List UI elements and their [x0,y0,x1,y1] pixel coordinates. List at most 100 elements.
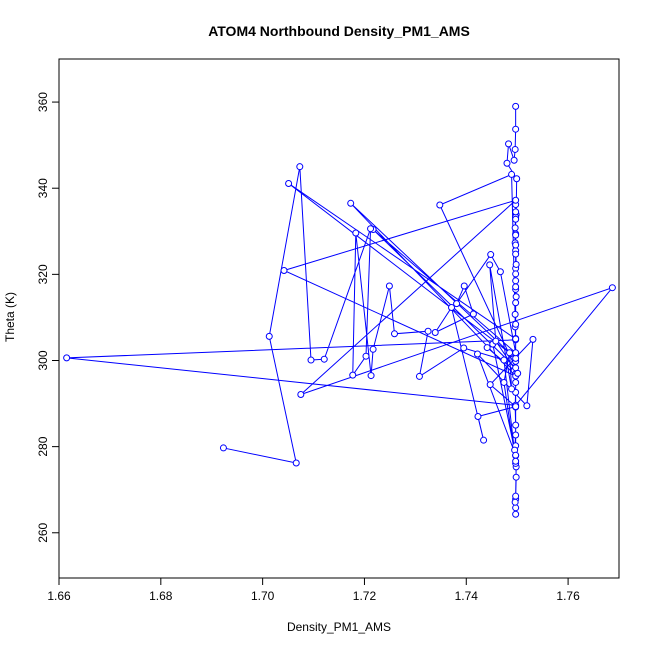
x-tick-label: 1.68 [149,589,173,603]
x-axis-label: Density_PM1_AMS [287,620,391,634]
data-point [460,344,468,352]
data-point [512,510,520,518]
data-point [415,372,423,380]
x-tick-label: 1.76 [556,589,580,603]
data-point [367,225,375,233]
data-point [492,337,500,345]
data-point [511,310,519,318]
data-point [486,381,494,389]
data-series [63,102,616,518]
data-point [500,356,508,364]
y-tick-label: 280 [36,436,50,456]
y-axis-label: Theta (K) [3,292,17,342]
data-point [285,179,293,187]
data-point [512,270,520,278]
data-point [512,335,520,343]
x-axis: 1.66 1.68 1.70 1.72 1.74 1.76 [47,577,580,603]
data-point [483,344,491,352]
y-tick-label: 360 [36,92,50,112]
x-tick-label: 1.72 [353,589,377,603]
data-point [424,327,432,335]
data-point [473,350,481,358]
data-point [320,355,328,363]
data-point [512,349,520,357]
x-tick-label: 1.66 [47,589,71,603]
data-point [296,163,304,171]
data-point [512,299,520,307]
data-point [219,444,227,452]
y-tick-label: 300 [36,350,50,370]
data-point [362,352,370,360]
data-point [512,196,520,204]
y-tick-label: 260 [36,522,50,542]
data-point [480,436,488,444]
data-point [385,282,393,290]
data-point [431,329,439,336]
data-point [369,345,377,353]
y-tick-label: 340 [36,178,50,198]
data-point [512,125,520,133]
data-point [474,412,482,420]
data-point [512,421,520,429]
data-point [63,354,71,362]
data-point [511,145,519,153]
data-point [512,215,520,223]
data-point [510,156,518,164]
data-point [511,498,519,506]
data-point [349,371,357,379]
data-point [352,229,360,237]
data-point [367,372,375,380]
data-point [512,451,520,459]
data-point [453,300,461,308]
data-point [512,208,520,216]
data-point [460,282,468,290]
data-point [436,201,444,209]
data-point [529,335,537,343]
data-point [500,378,508,386]
y-axis: 260 280 300 320 340 360 [36,92,60,543]
data-point [307,356,315,364]
data-point [512,492,520,500]
data-point [512,431,520,439]
data-point [512,277,520,285]
x-tick-label: 1.74 [455,589,479,603]
data-point [512,231,520,239]
data-point [347,199,355,207]
data-point [448,304,456,312]
data-point [292,459,300,467]
data-point [508,170,516,178]
data-point [280,266,288,274]
data-point [511,224,519,232]
data-point [265,332,273,340]
data-point [487,251,495,259]
data-point [514,369,522,377]
data-point [297,391,305,399]
data-point [512,102,520,110]
chart-title: ATOM4 Northbound Density_PM1_AMS [208,23,470,39]
data-point [496,268,504,276]
data-point [503,159,511,167]
data-point [469,310,477,318]
y-tick-label: 320 [36,264,50,284]
data-point [508,385,516,393]
data-point [512,250,520,258]
data-point [512,457,520,465]
data-point [513,175,521,183]
data-point [523,402,531,410]
data-point [512,293,520,301]
data-point [512,473,520,481]
data-point [512,403,520,411]
data-point [512,241,520,249]
data-point [512,504,520,512]
data-point [486,261,494,269]
x-tick-label: 1.70 [251,589,275,603]
data-point [512,378,520,386]
data-point [506,349,514,357]
data-point [512,260,520,268]
data-point [505,140,513,148]
data-point [512,283,520,291]
data-point [512,320,520,328]
